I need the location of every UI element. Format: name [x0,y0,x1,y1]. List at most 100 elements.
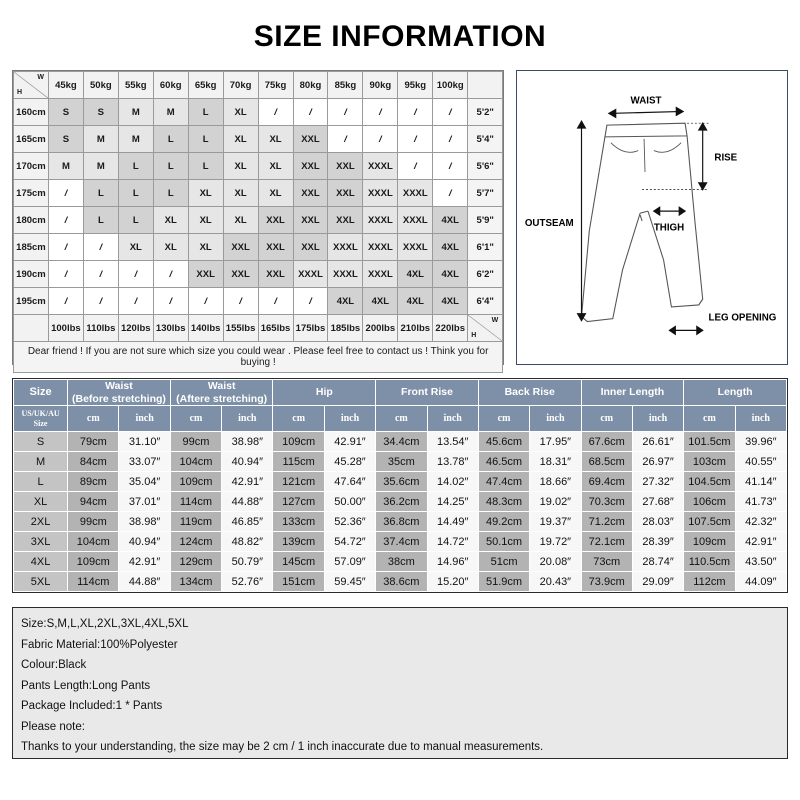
size-grid-cell: / [327,125,364,153]
cell-cm: 114cm [67,571,120,592]
height-weight-grid: H W 45kg 50kg 55kg 60kg 65kg 70kg 75kg 80kg 85kg 90… [12,70,505,373]
size-grid-row: 160cm S S M M L XL / / / / //5'2" [13,98,504,126]
size-grid-cell: XXXL [362,260,399,288]
cell-inch: 27.32″ [631,471,685,492]
size-grid-cell: XXL [257,233,294,261]
size-grid-cell: / [82,260,119,288]
height-feet-label: 5'9" [467,206,504,234]
note-line: Thanks to your understanding, the size m… [21,741,544,753]
cell-cm: 107.5cm [683,511,736,532]
size-grid-cell: XXXL [397,179,434,207]
cell-inch: 14.49″ [426,511,479,532]
note-line: Pants Length:Long Pants [21,679,151,692]
size-grid-cell: XXXL [397,233,434,261]
size-grid-cell: XXL [222,260,259,288]
cell-size: L [12,471,69,492]
height-feet-label: 5'2" [467,98,504,126]
cell-cm: 119cm [169,511,223,532]
cell-size: S [12,431,69,452]
header-unit-inch: inch [221,405,274,432]
size-grid-cell: / [82,233,119,261]
cell-cm: 106cm [683,491,736,512]
cell-inch: 13.54″ [426,431,479,452]
size-grid-cell: XXL [292,233,329,261]
size-grid-row: 185cm / / XL XL XL XXL XXL XXL XXXL XXXL XXXL 4XL 6'1… [13,233,504,261]
cell-inch: 28.74″ [631,551,685,572]
cell-inch: 41.14″ [734,471,788,492]
measurement-table-container: Size Waist (Before stretching) Waist (Aftere… [12,378,788,593]
cell-cm: 68.5cm [580,451,633,472]
cell-cm: 49.2cm [477,511,531,532]
cell-inch: 40.94″ [221,451,274,472]
header-unit-cm: cm [375,405,428,432]
cell-inch: 47.64″ [323,471,377,492]
cell-inch: 42.32″ [734,511,788,532]
cell-cm: 38.6cm [375,571,428,592]
size-grid-cell: XXXL [397,206,434,234]
header-waist: Waist (Aftere stretching) [169,379,274,406]
size-grid-cell: XL [257,179,294,207]
cell-inch: 29.09″ [631,571,685,592]
cell-inch: 31.10″ [118,431,171,452]
header-unit-cm: cm [169,405,223,432]
size-grid-cell: / [432,152,469,180]
size-grid-cell: XL [257,152,294,180]
cell-inch: 33.07″ [118,451,171,472]
size-grid-cell: 4XL [432,233,469,261]
cell-inch: 54.72″ [323,531,377,552]
cell-size: XL [12,491,69,512]
cell-cm: 37.4cm [375,531,428,552]
cell-inch: 42.91″ [118,551,171,572]
size-grid-row: 175cm / L L L XL XL XL XXL XXL XXXL XXXL/5'7" [13,179,504,207]
cell-inch: 35.04″ [118,471,171,492]
weight-lbs-header: 165lbs [257,314,294,342]
size-grid-cell: 4XL [397,287,434,315]
cell-cm: 36.2cm [375,491,428,512]
cell-cm: 48.3cm [477,491,531,512]
size-grid-cell: L [117,206,154,234]
cell-cm: 109cm [169,471,223,492]
size-grid-cell: / [257,287,294,315]
size-grid-cell: XXL [257,206,294,234]
header-unit-inch: inch [118,405,171,432]
cell-cm: 45.6cm [477,431,531,452]
size-grid-cell: 4XL [432,260,469,288]
cell-cm: 103cm [683,451,736,472]
size-grid-row: 190cm / / / / XXL XXL XXL XXXL XXXL XXXL 4XL 4XL 6'2" [13,260,504,288]
header-back-rise: Back Rise [477,379,582,406]
size-grid-cell: XXL [292,152,329,180]
measurement-unit-header-row: US/UK/AU Size cm inch cm inch cm inch cm inch cm in… [12,405,788,432]
cell-inch: 48.82″ [221,531,274,552]
size-grid-cell: XXXL [327,260,364,288]
height-weight-table: H W 45kg 50kg 55kg 60kg 65kg 70kg 75kg 80kg 85kg 90… [12,71,504,373]
size-grid-cell: / [47,287,84,315]
cell-cm: 151cm [272,571,325,592]
cell-cm: 134cm [169,571,223,592]
cell-cm: 104cm [169,451,223,472]
size-grid-cell: S [82,98,119,126]
diagram-label-rise: RISE [715,152,738,163]
cell-cm: 129cm [169,551,223,572]
size-grid-cell: XXXL [362,152,399,180]
cell-cm: 46.5cm [477,451,531,472]
header-inner-length: Inner Length [580,379,685,406]
cell-inch: 38.98″ [118,511,171,532]
cell-inch: 20.08″ [529,551,582,572]
size-grid-cell: / [327,98,364,126]
measurement-group-header-row: Size Waist (Before stretching) Waist (Aftere… [12,379,787,406]
cell-cm: 99cm [67,511,120,532]
cell-inch: 44.88″ [118,571,171,592]
page-title: SIZE INFORMATION [253,20,547,53]
size-grid-cell: XL [152,206,189,234]
header-size-sub: US/UK/AU Size [12,405,69,432]
weight-kg-header: 55kg [117,71,154,99]
weight-kg-header: 90kg [362,71,399,99]
size-grid-cell: XL [187,233,224,261]
size-grid-cell: L [187,152,224,180]
size-grid-cell: XL [187,206,224,234]
size-grid-cell: / [362,125,399,153]
cell-inch: 18.31″ [529,451,582,472]
cell-inch: 27.68″ [631,491,685,512]
